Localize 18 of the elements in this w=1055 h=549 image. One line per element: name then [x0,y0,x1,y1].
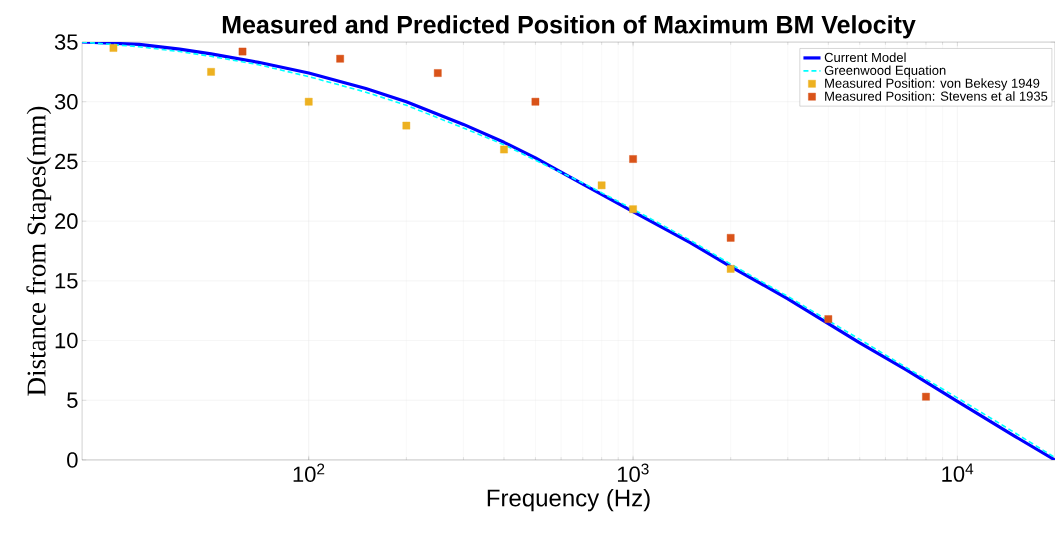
y-tick-label: 0 [67,452,78,468]
y-axis-title: Distance from Stapes(mm) [26,106,52,396]
x-tick-label: 10$^{4}$ [942,463,974,482]
x-tick-label: 10$^{2}$ [293,463,325,483]
legend-label: Current Model [824,52,906,63]
y-tick-label: 25 [55,153,78,170]
chart-title: Measured and Predicted Position of Maximum BM Velocity [222,15,916,39]
y-tick-label: 30 [54,93,78,110]
y-tick-label: 10 [55,332,78,349]
y-tick-label: 15 [55,273,78,289]
y-tick-label: 35 [54,34,78,50]
x-tick-label: 10$^{3}$ [617,463,649,483]
y-tick-label: 5 [67,392,78,408]
x-axis-title: Frequency (Hz) [487,488,650,512]
legend-label: Measured Position: von Bekesy 1949 [825,78,1040,91]
legend-label: Measured Position: Stevens et al 1935 [825,91,1048,101]
legend-label: Greenwood Equation [824,65,946,78]
y-tick-label: 20 [55,213,78,229]
